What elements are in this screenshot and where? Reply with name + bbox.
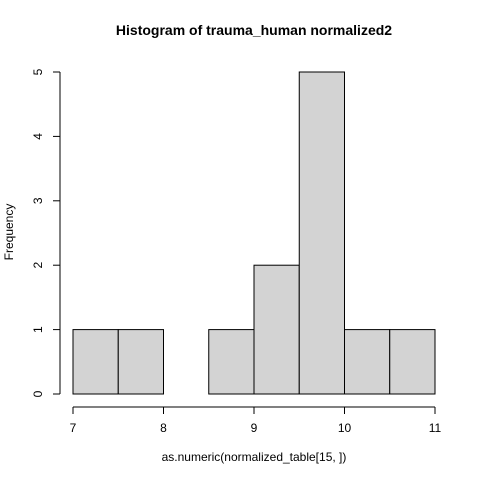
x-tick-label: 7 [70,421,77,435]
x-axis-label: as.numeric(normalized_table[15, ]) [162,450,347,464]
x-tick-label: 11 [429,421,442,435]
bars-group [72,71,436,395]
histogram-bar [344,329,391,395]
x-tick-label: 9 [251,421,258,435]
x-tick-label: 10 [338,421,352,435]
histogram-bar [253,264,300,395]
histogram-bar [117,329,164,395]
y-axis: 0 1 2 3 4 5 [31,68,61,397]
y-tick-label: 1 [31,326,45,333]
y-tick-label: 5 [31,68,45,75]
histogram-bar [389,329,436,395]
histogram-bar [298,71,345,395]
y-axis-label: Frequency [2,204,16,261]
chart-title: Histogram of trauma_human normalized2 [116,22,392,38]
histogram-bar [72,329,119,395]
y-tick-label: 2 [31,262,45,269]
x-axis: 7 8 9 10 11 [70,406,442,435]
y-tick-label: 3 [31,197,45,204]
y-tick-label: 4 [31,133,45,140]
y-tick-label: 0 [31,390,45,397]
x-tick-label: 8 [160,421,167,435]
histogram-bar [208,329,255,395]
